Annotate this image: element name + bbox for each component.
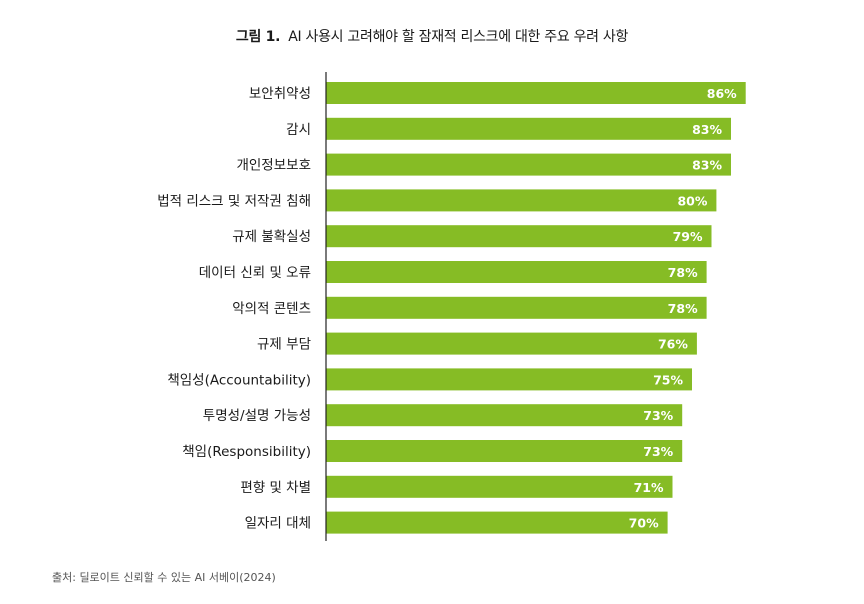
bar <box>326 475 673 498</box>
category-label: 투명성/설명 가능성 <box>203 408 311 424</box>
category-label: 일자리 대체 <box>245 516 311 532</box>
data-label: 71% <box>634 480 664 495</box>
bar <box>326 117 731 140</box>
category-label: 감시 <box>286 122 311 138</box>
category-label: 규제 부담 <box>257 337 311 353</box>
category-label: 악의적 콘텐츠 <box>232 301 311 317</box>
data-label: 80% <box>677 193 707 208</box>
bar <box>326 296 707 319</box>
data-label: 79% <box>673 229 703 244</box>
bar <box>326 404 683 427</box>
category-label: 법적 리스크 및 저작권 침해 <box>157 193 311 209</box>
bar <box>326 225 712 248</box>
category-label: 책임성(Accountability) <box>167 372 311 388</box>
category-label: 보안취약성 <box>249 86 311 102</box>
data-label: 83% <box>692 158 722 173</box>
data-label: 76% <box>658 337 688 352</box>
data-label: 70% <box>629 516 659 531</box>
bars-layer: 보안취약성 86% 감시 83% 개인정보보호 83% 법적 리스크 및 저작권 침해 80%… <box>157 82 746 534</box>
data-label: 86% <box>707 86 737 101</box>
category-label: 책임(Responsibility) <box>182 444 311 460</box>
bar <box>326 332 697 355</box>
bar <box>326 511 668 534</box>
data-label: 73% <box>643 408 673 423</box>
data-label: 75% <box>653 372 683 387</box>
data-label: 73% <box>643 444 673 459</box>
source-note: 출처: 딜로이트 신뢰할 수 있는 AI 서베이(2024) <box>52 571 276 584</box>
data-label: 83% <box>692 122 722 137</box>
data-label: 78% <box>668 265 698 280</box>
data-label: 78% <box>668 301 698 316</box>
bar <box>326 189 717 212</box>
category-label: 편향 및 차별 <box>240 480 311 496</box>
bar <box>326 368 692 391</box>
category-label: 규제 불확실성 <box>232 229 311 245</box>
category-label: 개인정보보호 <box>236 158 311 174</box>
figure-title: AI 사용시 고려해야 할 잠재적 리스크에 대한 주요 우려 사항 <box>288 29 629 45</box>
bar <box>326 82 746 104</box>
bar <box>326 261 707 283</box>
bar <box>326 440 683 462</box>
category-label: 데이터 신뢰 및 오류 <box>199 265 311 281</box>
figure-label: 그림 1. <box>235 29 281 45</box>
chart-title: 그림 1. AI 사용시 고려해야 할 잠재적 리스크에 대한 주요 우려 사항 <box>0 26 864 46</box>
bar <box>326 153 731 176</box>
